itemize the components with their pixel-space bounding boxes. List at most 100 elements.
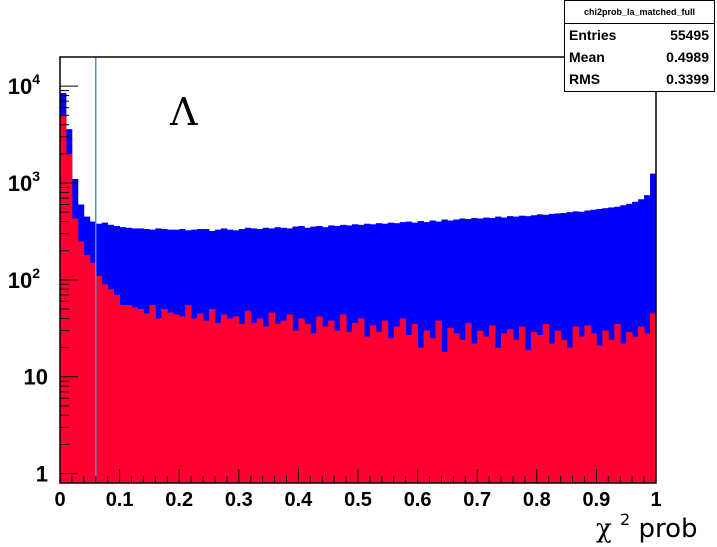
bar-red-76 xyxy=(512,339,520,483)
bar-red-99 xyxy=(650,313,657,483)
bar-red-55 xyxy=(387,338,395,483)
bar-red-58 xyxy=(405,334,413,483)
bar-blue-64 xyxy=(441,219,448,484)
bar-red-3 xyxy=(77,241,85,483)
bar-red-71 xyxy=(483,336,490,483)
bar-red-42 xyxy=(310,333,317,483)
bar-red-20 xyxy=(179,316,186,483)
bar-red-12 xyxy=(131,307,138,483)
bar-red-84 xyxy=(560,339,567,483)
x-tick-label: 0.2 xyxy=(165,489,193,511)
stats-row-entries: Entries 55495 xyxy=(565,24,714,46)
bar-red-51 xyxy=(363,336,371,483)
bar-red-65 xyxy=(447,327,454,483)
bar-red-53 xyxy=(375,331,383,483)
bar-red-38 xyxy=(286,314,293,483)
stats-row-rms: RMS 0.3399 xyxy=(565,68,714,90)
bar-blue-85 xyxy=(566,212,573,483)
bar-red-0 xyxy=(60,115,67,483)
bar-red-14 xyxy=(143,313,150,483)
bar-red-67 xyxy=(459,339,466,483)
y-tick-label: 103 xyxy=(8,168,40,196)
stats-box: chi2prob_la_matched_full Entries 55495 M… xyxy=(564,0,715,92)
bar-red-19 xyxy=(173,314,180,483)
x-tick-label: 0.9 xyxy=(582,489,610,511)
bar-red-32 xyxy=(250,322,258,483)
bar-red-22 xyxy=(191,318,198,483)
bar-red-97 xyxy=(638,326,645,483)
bar-red-11 xyxy=(125,305,132,483)
bar-red-85 xyxy=(566,347,573,483)
x-tick-label: 0.8 xyxy=(523,489,551,511)
bar-red-56 xyxy=(393,326,401,483)
bar-red-78 xyxy=(524,349,532,483)
bar-red-74 xyxy=(501,333,508,483)
histogram-bars xyxy=(60,92,657,484)
x-tick-label: 0.1 xyxy=(106,489,134,511)
bar-red-1 xyxy=(65,153,73,483)
bar-red-63 xyxy=(435,320,442,483)
bar-red-54 xyxy=(381,320,389,483)
bar-red-37 xyxy=(280,320,287,483)
bar-red-61 xyxy=(423,330,430,483)
bar-red-4 xyxy=(83,255,91,483)
bar-red-86 xyxy=(572,326,579,483)
bar-red-9 xyxy=(113,294,120,483)
bar-red-49 xyxy=(352,322,359,483)
bar-red-6 xyxy=(95,275,103,483)
lambda-annotation: Λ xyxy=(169,90,198,134)
bar-red-21 xyxy=(185,305,192,483)
bar-red-43 xyxy=(316,316,323,483)
bar-red-87 xyxy=(578,336,585,483)
bar-red-70 xyxy=(477,330,484,483)
axis-ticks xyxy=(59,56,657,483)
bar-red-15 xyxy=(149,305,156,483)
bar-red-26 xyxy=(214,322,222,483)
x-axis-title: χ 2 prob xyxy=(596,502,698,544)
bar-red-60 xyxy=(417,347,424,483)
bar-red-52 xyxy=(369,325,377,483)
bar-red-92 xyxy=(608,339,615,483)
bar-red-35 xyxy=(268,312,275,483)
bar-red-45 xyxy=(328,320,335,483)
bar-red-94 xyxy=(620,343,627,483)
bar-red-98 xyxy=(644,333,651,483)
bar-red-64 xyxy=(441,352,448,483)
bar-red-96 xyxy=(632,336,639,483)
y-tick-label: 102 xyxy=(8,265,40,293)
bar-red-82 xyxy=(548,343,556,483)
bar-red-17 xyxy=(161,309,168,483)
bar-red-7 xyxy=(101,284,109,483)
stats-value-rms: 0.3399 xyxy=(666,71,709,87)
bar-red-81 xyxy=(542,324,550,483)
bar-red-90 xyxy=(596,345,603,483)
bar-red-79 xyxy=(530,331,538,483)
bar-red-75 xyxy=(507,329,514,483)
bar-red-18 xyxy=(167,312,174,483)
bar-red-34 xyxy=(262,326,269,483)
bar-red-95 xyxy=(626,331,633,483)
bar-red-80 xyxy=(536,334,544,483)
bar-red-2 xyxy=(71,218,79,484)
stats-title: chi2prob_la_matched_full xyxy=(565,1,714,24)
bar-red-89 xyxy=(590,333,597,483)
bar-red-83 xyxy=(554,330,562,483)
bar-red-40 xyxy=(298,318,305,483)
x-axis-title-symbol: χ xyxy=(596,514,612,544)
stats-label-rms: RMS xyxy=(569,71,601,87)
stats-label-entries: Entries xyxy=(569,27,617,43)
x-tick-label: 0.3 xyxy=(225,489,253,511)
bar-red-72 xyxy=(489,325,496,483)
bar-red-16 xyxy=(155,318,162,483)
bar-red-62 xyxy=(429,338,436,483)
y-tick-label: 1 xyxy=(36,462,48,487)
bar-red-93 xyxy=(614,324,621,483)
x-axis-title-word: prob xyxy=(638,514,697,544)
bar-red-29 xyxy=(232,316,240,483)
x-tick-label: 0.7 xyxy=(463,489,491,511)
bar-red-10 xyxy=(119,305,126,483)
x-tick-label: 0.4 xyxy=(284,489,313,511)
x-axis-title-sup: 2 xyxy=(620,510,630,529)
bar-red-88 xyxy=(584,325,591,483)
